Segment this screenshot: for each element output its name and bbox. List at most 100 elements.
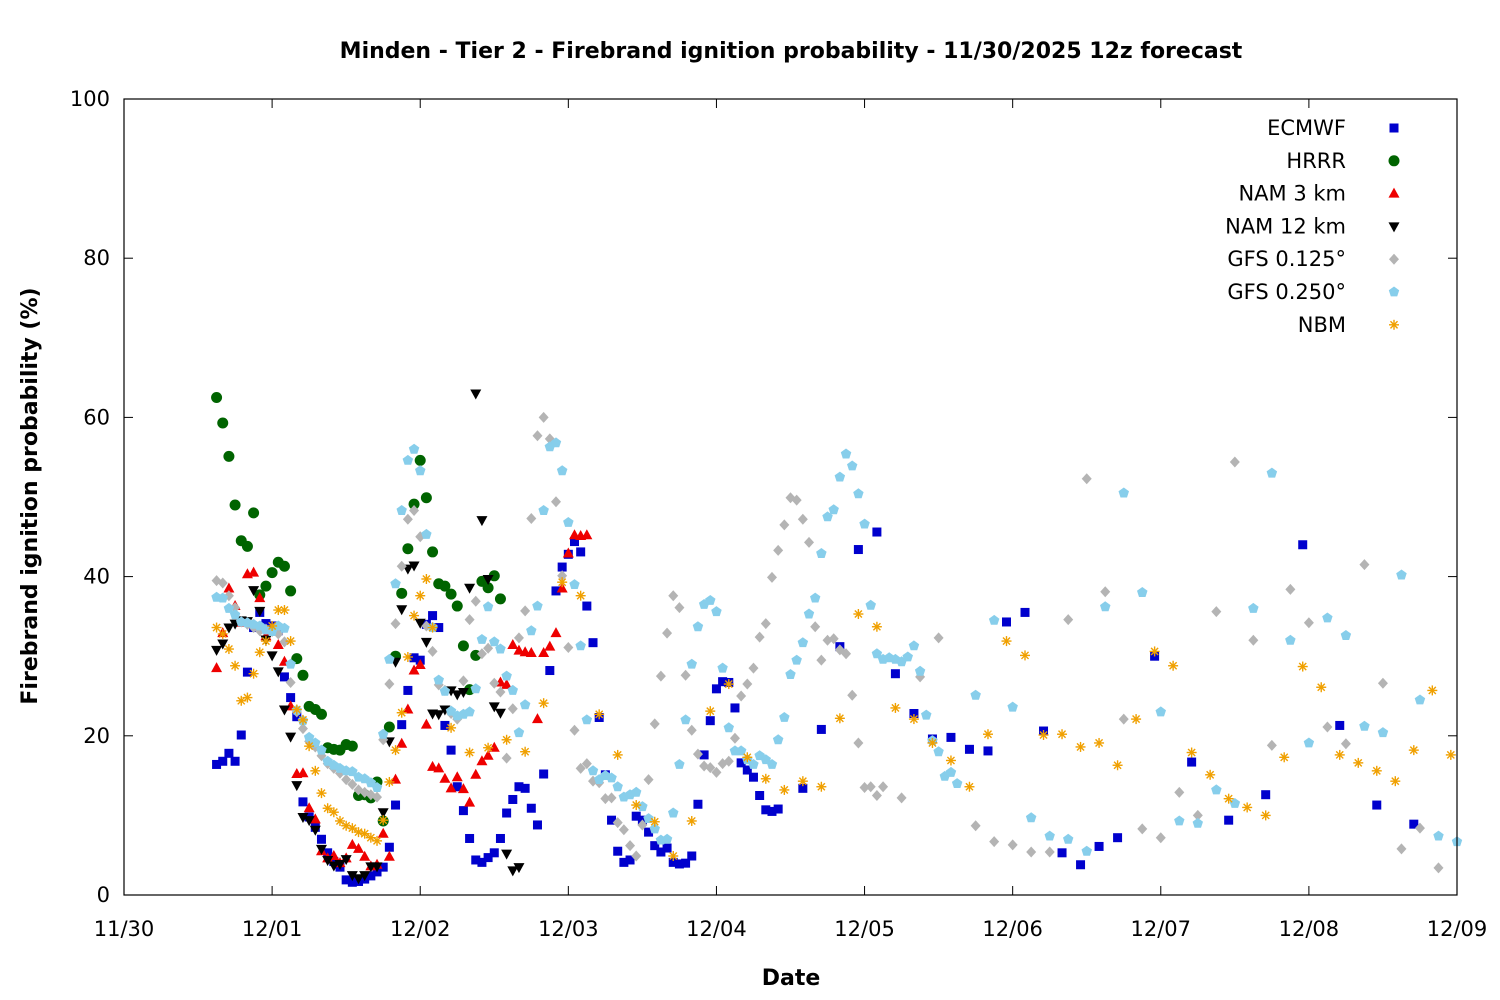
legend-label: NAM 12 km <box>1225 214 1346 238</box>
chart-title: Minden - Tier 2 - Firebrand ignition pro… <box>340 39 1243 64</box>
data-point <box>581 714 593 725</box>
data-point <box>451 600 463 612</box>
data-point <box>378 862 388 872</box>
data-point <box>810 621 821 633</box>
data-point <box>779 712 790 722</box>
data-point <box>637 819 648 831</box>
data-point <box>217 417 229 429</box>
data-point <box>211 392 223 403</box>
data-point <box>495 833 505 843</box>
legend-marker <box>1388 155 1400 167</box>
data-point <box>1359 559 1370 571</box>
data-point <box>514 782 524 792</box>
data-point <box>1359 720 1370 731</box>
data-point <box>1414 822 1425 834</box>
data-point <box>1396 569 1407 580</box>
data-point <box>643 774 654 786</box>
data-point <box>1303 617 1314 629</box>
data-point <box>439 772 451 783</box>
data-point <box>631 786 642 797</box>
data-point <box>723 679 734 690</box>
data-point <box>427 546 439 558</box>
data-point <box>377 827 389 838</box>
data-point <box>1414 694 1426 705</box>
data-point <box>1390 776 1401 787</box>
data-point <box>970 820 981 832</box>
legend-label: HRRR <box>1286 149 1346 173</box>
data-point <box>440 720 450 730</box>
data-point <box>631 850 642 862</box>
data-point <box>396 707 407 718</box>
data-point <box>1248 634 1259 646</box>
data-point <box>1285 583 1296 595</box>
data-point <box>315 844 327 855</box>
data-point <box>414 658 426 669</box>
data-point <box>420 492 432 504</box>
data-point <box>562 547 574 558</box>
x-tick-label: 12/08 <box>1279 917 1340 941</box>
data-point <box>576 547 586 557</box>
data-point <box>674 759 685 769</box>
data-point <box>502 808 512 818</box>
legend-marker <box>1388 222 1400 233</box>
data-point <box>644 827 654 837</box>
data-point <box>1113 833 1123 843</box>
data-point <box>662 843 672 853</box>
data-point <box>285 636 296 647</box>
data-point <box>384 653 395 664</box>
data-point <box>1427 685 1438 696</box>
data-point <box>1168 660 1179 671</box>
data-point <box>291 781 303 792</box>
data-point <box>538 411 549 423</box>
data-point <box>692 621 704 632</box>
data-point <box>403 685 413 695</box>
data-point <box>625 855 635 865</box>
data-point <box>717 662 728 673</box>
data-point <box>723 722 734 733</box>
data-point <box>945 766 957 777</box>
data-point <box>483 853 493 863</box>
data-point <box>476 516 488 527</box>
data-point <box>550 496 561 508</box>
series-1 <box>211 392 506 827</box>
data-point <box>1192 809 1203 821</box>
data-point <box>687 851 697 861</box>
data-point <box>279 636 290 648</box>
data-point <box>396 605 408 616</box>
data-point <box>445 782 457 793</box>
data-point <box>1334 749 1345 760</box>
data-point <box>1205 769 1216 780</box>
data-point <box>501 849 513 860</box>
data-point <box>428 611 438 621</box>
data-point <box>798 783 808 793</box>
data-point <box>736 758 746 768</box>
data-point <box>532 820 542 830</box>
data-point <box>298 797 308 807</box>
data-point <box>297 723 308 735</box>
data-point <box>477 857 487 867</box>
data-point <box>501 670 512 681</box>
data-point <box>1112 760 1123 771</box>
data-point <box>408 664 420 675</box>
data-point <box>347 877 357 887</box>
data-point <box>365 832 376 843</box>
x-tick-label: 12/09 <box>1427 917 1488 941</box>
data-point <box>902 651 913 662</box>
data-point <box>434 623 444 633</box>
legend-marker <box>1388 187 1400 198</box>
data-point <box>439 685 451 696</box>
data-point <box>230 660 241 671</box>
data-point <box>544 640 556 651</box>
data-point <box>285 585 297 597</box>
data-point <box>693 799 703 809</box>
data-point <box>569 724 580 736</box>
data-point <box>212 759 222 769</box>
data-point <box>674 602 685 614</box>
y-tick-label: 80 <box>83 246 110 270</box>
data-point <box>446 745 456 755</box>
data-point <box>1007 839 1018 851</box>
data-point <box>470 768 482 779</box>
data-point <box>316 744 327 755</box>
data-point <box>871 648 883 659</box>
data-point <box>878 781 889 793</box>
